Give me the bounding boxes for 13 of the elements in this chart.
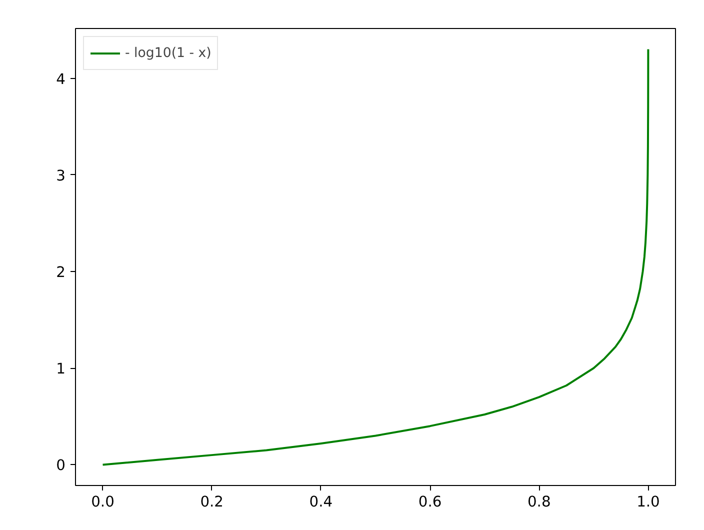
x-tick-label: 1.0 [636, 494, 660, 510]
y-tick-label: 3 [56, 167, 66, 184]
x-tick-label: 0.0 [91, 494, 114, 510]
x-tick-label: 0.6 [418, 494, 442, 510]
x-tick-label: 0.2 [200, 494, 224, 510]
y-tick-label: 1 [56, 360, 66, 378]
y-tick-label: 0 [56, 457, 66, 474]
legend-label: - log10(1 - x) [125, 46, 212, 60]
y-tick-label: 4 [56, 70, 66, 88]
x-tick-label: 0.8 [527, 494, 551, 510]
y-tick-label: 2 [56, 264, 66, 281]
line-series [102, 48, 650, 466]
x-tick-label: 0.4 [309, 494, 333, 510]
